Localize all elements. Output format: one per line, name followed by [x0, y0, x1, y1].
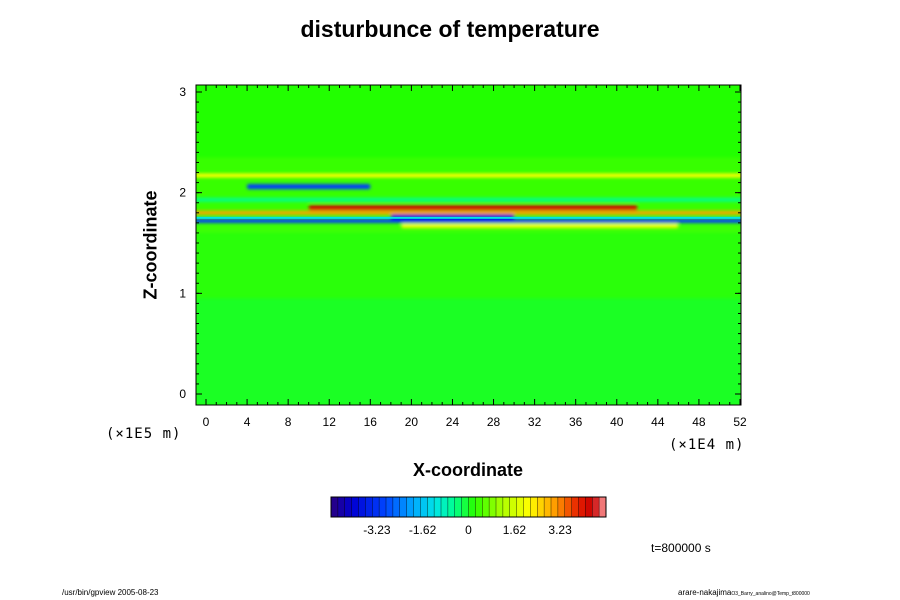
colorbar-segment	[386, 497, 394, 517]
colorbar-segment	[557, 497, 566, 517]
footer-author-file: O3_Barry_analino@Temp_t800000	[731, 591, 810, 597]
x-tick-label: 48	[692, 415, 706, 429]
colorbar-segment	[537, 497, 545, 517]
colorbar-tick-label: -1.62	[409, 523, 437, 537]
chart-title: disturbunce of temperature	[300, 16, 600, 42]
colorbar-tick-label: 1.62	[503, 523, 527, 537]
colorbar-segment	[344, 497, 353, 517]
disturbance-bands	[196, 173, 741, 228]
x-tick-label: 44	[651, 415, 665, 429]
band-1	[196, 210, 741, 215]
x-tick-label: 20	[405, 415, 419, 429]
band-2	[308, 205, 638, 211]
colorbar-segment	[337, 497, 346, 517]
colorbar-segment	[564, 497, 573, 517]
tropopause-line	[196, 216, 741, 219]
band-7	[401, 223, 679, 228]
y-tick-label: 3	[179, 85, 186, 99]
x-tick-label: 28	[487, 415, 501, 429]
colorbar-segment	[447, 497, 456, 517]
colorbar-segment	[461, 497, 469, 517]
x-tick-label: 40	[610, 415, 624, 429]
colorbar-segment	[358, 497, 366, 517]
colorbar-segment	[544, 497, 552, 517]
colorbar-segment	[454, 497, 463, 517]
boundary-layer	[196, 298, 741, 405]
x-axis-label: X-coordinate	[412, 460, 523, 480]
x-tick-label: 16	[364, 415, 378, 429]
colorbar-segment	[351, 497, 359, 517]
colorbar-segment	[365, 497, 373, 517]
colorbar-segment	[434, 497, 442, 517]
colorbar-segment	[468, 497, 476, 517]
time-label: t=800000 s	[651, 541, 711, 555]
y-tick-label: 0	[179, 387, 186, 401]
colorbar-segment	[372, 497, 380, 517]
colorbar-segment	[509, 497, 518, 517]
band-4	[247, 184, 371, 190]
colorbar-segment	[516, 497, 524, 517]
x-tick-label: 4	[244, 415, 251, 429]
x-tick-label: 12	[323, 415, 337, 429]
colorbar-segment	[523, 497, 531, 517]
y-tick-label: 2	[179, 186, 186, 200]
band-6	[196, 197, 741, 202]
colorbar: -3.23 -1.62 0 1.62 3.23	[330, 496, 607, 537]
colorbar-segment	[585, 497, 593, 517]
colorbar-segment	[441, 497, 449, 517]
colorbar-segment	[379, 497, 387, 517]
x-tick-label: 36	[569, 415, 583, 429]
band-5	[196, 173, 741, 178]
x-tick-label: 52	[733, 415, 747, 429]
plot-frame	[195, 84, 742, 406]
colorbar-segment	[571, 497, 579, 517]
colorbar-segment	[530, 497, 538, 517]
colorbar-segment	[392, 497, 401, 517]
colorbar-segment	[592, 497, 600, 517]
x-tick-label: 24	[446, 415, 460, 429]
colorbar-segment	[406, 497, 414, 517]
heatmap-field	[196, 85, 741, 405]
colorbar-segment	[331, 497, 339, 517]
colorbar-tick-label: 3.23	[548, 523, 572, 537]
colorbar-segment	[489, 497, 497, 517]
colorbar-segment	[413, 497, 421, 517]
colorbar-frame	[330, 496, 607, 518]
colorbar-segment	[502, 497, 511, 517]
colorbar-tick-label: -3.23	[363, 523, 391, 537]
x-tick-label: 32	[528, 415, 542, 429]
colorbar-segment	[420, 497, 428, 517]
colorbar-segment	[599, 497, 607, 517]
x-tick-label: 0	[203, 415, 210, 429]
y-axis-unit: (×1E4 m)	[669, 437, 745, 453]
colorbar-segment	[482, 497, 490, 517]
y-tick-label: 1	[179, 286, 186, 300]
footer-command: /usr/bin/gpview 2005-08-23	[62, 588, 159, 597]
colorbar-segment	[427, 497, 435, 517]
x-tick-label: 8	[285, 415, 292, 429]
colorbar-segment	[578, 497, 586, 517]
x-axis-unit: (×1E5 m)	[106, 426, 182, 442]
footer-author-main: arare-nakajima	[678, 588, 732, 597]
colorbar-segment	[496, 497, 504, 517]
colorbar-tick-label: 0	[465, 523, 472, 537]
colorbar-segment	[551, 497, 559, 517]
colorbar-segment	[475, 497, 483, 517]
footer-author: arare-nakajimaO3_Barry_analino@Temp_t800…	[678, 588, 810, 597]
band-0	[196, 218, 741, 223]
y-axis-label: Z-coordinate	[140, 190, 161, 300]
colorbar-segment	[399, 497, 408, 517]
